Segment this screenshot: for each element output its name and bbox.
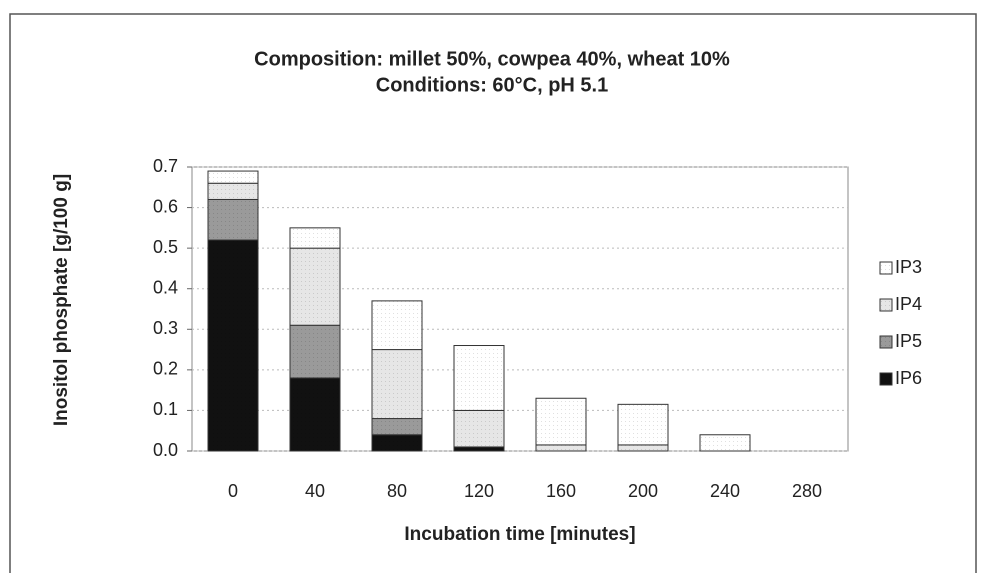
bar-segment: [453, 345, 505, 411]
bar-segment: [371, 349, 423, 420]
y-axis-title: Inositol phosphate [g/100 g]: [51, 174, 72, 426]
bar-segment: [371, 418, 423, 436]
x-tick-label: 200: [628, 481, 658, 501]
y-tick-label: 0.6: [153, 196, 178, 216]
bar-segment: [289, 247, 341, 326]
bar-segment: [289, 227, 341, 249]
bar-segment: [453, 409, 505, 448]
y-tick-label: 0.1: [153, 399, 178, 419]
x-tick-label: 80: [387, 481, 407, 501]
chart-subtitle: Conditions: 60°C, pH 5.1: [376, 74, 608, 96]
chart-frame: [9, 13, 977, 573]
chart-title: Composition: millet 50%, cowpea 40%, whe…: [254, 48, 730, 70]
bar-segment: [207, 239, 259, 452]
y-tick-label: 0.7: [153, 156, 178, 176]
legend-label: IP5: [895, 331, 922, 351]
plot-area: [191, 166, 849, 452]
bar-segment: [453, 446, 505, 452]
bar-segment: [371, 300, 423, 351]
x-tick-label: 240: [710, 481, 740, 501]
legend-swatch: [879, 261, 893, 275]
x-tick-label: 160: [546, 481, 576, 501]
x-tick-label: 0: [228, 481, 238, 501]
legend-swatch: [879, 298, 893, 312]
x-tick-label: 120: [464, 481, 494, 501]
legend-swatch: [879, 335, 893, 349]
bar-segment: [207, 170, 259, 184]
bar-segment: [289, 324, 341, 379]
bar-segment: [207, 182, 259, 200]
bar-segment: [289, 377, 341, 452]
legend-label: IP3: [895, 257, 922, 277]
x-tick-label: 40: [305, 481, 325, 501]
y-tick-label: 0.3: [153, 318, 178, 338]
y-tick-label: 0.2: [153, 359, 178, 379]
bar-segment: [617, 444, 669, 452]
legend-swatch: [879, 372, 893, 386]
bar-segment: [699, 434, 751, 452]
bar-segment: [371, 434, 423, 452]
bar-segment: [535, 397, 587, 446]
y-tick-label: 0.0: [153, 440, 178, 460]
x-tick-label: 280: [792, 481, 822, 501]
legend-label: IP4: [895, 294, 922, 314]
x-axis-title: Incubation time [minutes]: [404, 524, 635, 545]
legend-label: IP6: [895, 368, 922, 388]
y-tick-label: 0.4: [153, 277, 178, 297]
bar-segment: [617, 403, 669, 446]
y-tick-label: 0.5: [153, 237, 178, 257]
bar-segment: [535, 444, 587, 452]
bar-segment: [207, 198, 259, 241]
